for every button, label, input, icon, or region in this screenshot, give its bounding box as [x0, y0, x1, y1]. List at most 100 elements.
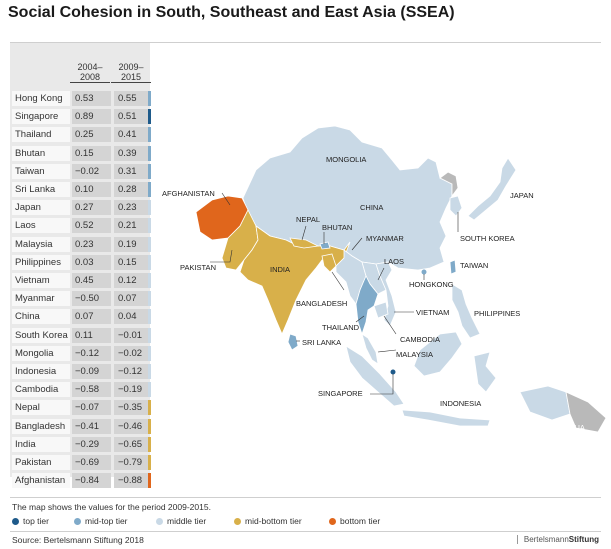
map-label-thailand: THAILAND	[322, 323, 360, 332]
map-label-bangladesh: BANGLADESH	[296, 299, 347, 308]
map-region-north-korea	[439, 171, 459, 198]
column-header-2004-2008: 2004– 2008	[70, 62, 110, 83]
source-text: Source: Bertelsmann Stiftung 2018	[12, 535, 144, 545]
country-name: Indonesia	[12, 364, 70, 379]
map-label-pakistan: PAKISTAN	[180, 263, 216, 272]
map-region-thailand	[355, 275, 379, 336]
map-label-singapore: SINGAPORE	[318, 389, 363, 398]
legend-item-mid-top: mid-top tier	[74, 515, 128, 527]
map-region-sulawesi	[473, 351, 497, 393]
legend-dot-mid-top	[74, 518, 81, 525]
table-row: Cambodia −0.58 −0.19	[12, 382, 152, 398]
tier-indicator	[148, 455, 151, 470]
tier-indicator	[148, 109, 151, 125]
value-2009-2015: 0.23	[114, 200, 148, 216]
country-name: Afghanistan	[12, 473, 70, 489]
map-region-papua-indonesia	[519, 385, 571, 421]
map-label-north-korea-2: KOREA	[458, 182, 484, 191]
map-label-afghanistan: AFGHANISTAN	[162, 189, 215, 198]
tier-indicator	[148, 291, 151, 307]
tier-indicator	[148, 382, 151, 398]
country-name: Bangladesh	[12, 418, 70, 434]
table-row: Japan 0.27 0.23	[12, 200, 152, 216]
map-region-malaysia-peninsula	[361, 333, 379, 365]
ssea-map: MONGOLIA CHINA NORTH KOREA JAPAN SOUTH K…	[162, 125, 607, 441]
map-region-nepal	[289, 237, 320, 249]
column-header-2009-line1: 2009–	[118, 62, 144, 72]
map-label-india: INDIA	[270, 265, 290, 274]
map-region-south-korea	[449, 195, 463, 217]
value-2004-2008: −0.69	[72, 455, 111, 470]
legend-dot-top	[12, 518, 19, 525]
map-marker-hongkong	[421, 269, 427, 275]
country-name: Singapore	[12, 109, 70, 125]
leader-nepal	[301, 225, 307, 241]
map-marker-singapore	[390, 369, 396, 375]
value-2009-2015: −0.12	[114, 364, 148, 379]
leader-singapore	[370, 374, 394, 395]
tier-indicator	[148, 345, 151, 361]
table-row: India −0.29 −0.65	[12, 436, 152, 452]
map-label-bhutan: BHUTAN	[322, 223, 352, 232]
table-row: Myanmar −0.50 0.07	[12, 291, 152, 307]
value-2009-2015: 0.15	[114, 254, 148, 270]
map-region-philippines	[451, 283, 481, 339]
legend-dot-middle	[156, 518, 163, 525]
country-name: Vietnam	[12, 273, 70, 288]
value-2004-2008: 0.23	[72, 236, 111, 252]
country-name: Japan	[12, 200, 70, 216]
map-label-malaysia: MALAYSIA	[396, 350, 433, 359]
map-region-java	[401, 409, 491, 427]
column-header-2009-line2: 2015	[120, 72, 142, 82]
table-row: Indonesia −0.09 −0.12	[12, 364, 152, 379]
value-2009-2015: −0.46	[114, 418, 148, 434]
legend-dot-bottom	[329, 518, 336, 525]
table-row: Afghanistan −0.84 −0.88	[12, 473, 152, 489]
map-label-nepal: NEPAL	[296, 215, 320, 224]
country-name: India	[12, 436, 70, 452]
map-label-south-korea: SOUTH KOREA	[460, 234, 515, 243]
map-region-papua-new-guinea	[565, 391, 607, 433]
legend-label-bottom: bottom tier	[340, 516, 381, 526]
value-2004-2008: 0.89	[72, 109, 111, 125]
country-name: Myanmar	[12, 291, 70, 307]
value-2004-2008: −0.50	[72, 291, 111, 307]
value-2009-2015: −0.01	[114, 327, 148, 343]
map-label-philippines: PHILIPPINES	[474, 309, 520, 318]
map-region-sumatra	[345, 345, 405, 407]
legend-item-top: top tier	[12, 515, 49, 527]
column-header-2009-2015: 2009– 2015	[111, 62, 151, 83]
value-2004-2008: 0.45	[72, 273, 111, 288]
value-2009-2015: −0.79	[114, 455, 148, 470]
tier-indicator	[148, 91, 151, 106]
map-label-indonesia: INDONESIA	[440, 399, 481, 408]
map-label-japan: JAPAN	[510, 191, 534, 200]
legend-label-mid-bottom: mid-bottom tier	[245, 516, 302, 526]
legend-label-mid-top: mid-top tier	[85, 516, 128, 526]
value-2004-2008: −0.84	[72, 473, 111, 489]
column-header-2004-line2: 2008	[79, 72, 101, 82]
table-row: Nepal −0.07 −0.35	[12, 400, 152, 416]
value-2004-2008: −0.41	[72, 418, 111, 434]
country-name: Bhutan	[12, 145, 70, 161]
tier-indicator	[148, 218, 151, 234]
value-2009-2015: 0.21	[114, 218, 148, 234]
value-2004-2008: 0.27	[72, 200, 111, 216]
value-2004-2008: 0.11	[72, 327, 111, 343]
value-2004-2008: −0.58	[72, 382, 111, 398]
column-header-2004-line1: 2004–	[77, 62, 103, 72]
brand-logo: BertelsmannStiftung	[516, 535, 599, 544]
map-label-hongkong: HONGKONG	[409, 280, 454, 289]
legend-item-middle: middle tier	[156, 515, 206, 527]
map-region-japan	[467, 157, 517, 221]
table-row: Bhutan 0.15 0.39	[12, 145, 152, 161]
tier-indicator	[148, 418, 151, 434]
tier-indicator	[148, 236, 151, 252]
leader-myanmar	[351, 237, 363, 251]
map-region-vietnam	[375, 261, 397, 327]
brand-light: Bertelsmann	[523, 535, 569, 544]
tier-indicator	[148, 145, 151, 161]
tier-indicator	[148, 254, 151, 270]
country-name: Malaysia	[12, 236, 70, 252]
tier-indicator	[148, 163, 151, 179]
